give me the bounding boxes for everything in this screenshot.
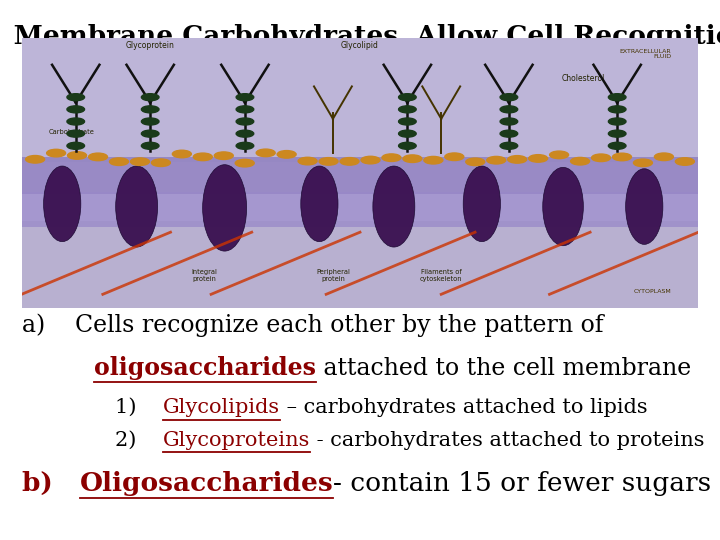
Circle shape xyxy=(277,151,296,158)
Text: - carbohydrates attached to proteins: - carbohydrates attached to proteins xyxy=(310,430,705,449)
Bar xyxy=(22,221,698,308)
Circle shape xyxy=(67,118,84,125)
Text: attached to the cell membrane: attached to the cell membrane xyxy=(315,357,691,380)
Ellipse shape xyxy=(543,167,583,246)
Circle shape xyxy=(67,130,84,137)
Circle shape xyxy=(340,158,359,165)
Circle shape xyxy=(500,142,518,149)
Circle shape xyxy=(141,94,159,100)
Bar xyxy=(22,192,698,227)
Text: a): a) xyxy=(22,314,75,337)
Circle shape xyxy=(141,142,159,149)
Circle shape xyxy=(26,156,45,163)
Text: Cells recognize each other by the pattern of: Cells recognize each other by the patter… xyxy=(75,314,603,337)
Circle shape xyxy=(399,142,416,149)
Ellipse shape xyxy=(373,166,415,247)
Circle shape xyxy=(141,130,159,137)
Circle shape xyxy=(403,155,422,163)
Circle shape xyxy=(236,118,253,125)
Text: Cholesterol: Cholesterol xyxy=(562,74,605,83)
Text: 6.  Membrane Carbohydrates  Allow Cell Recognition: 6. Membrane Carbohydrates Allow Cell Rec… xyxy=(0,24,720,49)
Circle shape xyxy=(549,151,569,159)
Circle shape xyxy=(236,106,253,113)
Circle shape xyxy=(613,153,631,161)
Text: Oligosaccharides: Oligosaccharides xyxy=(80,471,333,496)
Text: – carbohydrates attached to lipids: – carbohydrates attached to lipids xyxy=(280,398,648,417)
Circle shape xyxy=(654,153,673,160)
Circle shape xyxy=(68,152,86,159)
Circle shape xyxy=(399,106,416,113)
Circle shape xyxy=(361,156,380,164)
Text: Integral
protein: Integral protein xyxy=(192,269,217,282)
Text: Peripheral
protein: Peripheral protein xyxy=(316,269,350,282)
Ellipse shape xyxy=(44,166,81,242)
Circle shape xyxy=(172,150,192,158)
Text: oligosaccharides: oligosaccharides xyxy=(94,356,315,380)
Circle shape xyxy=(500,130,518,137)
Circle shape xyxy=(500,118,518,125)
Circle shape xyxy=(89,153,107,161)
Circle shape xyxy=(109,158,128,165)
Text: 2): 2) xyxy=(115,430,163,449)
Text: Carbohydrate: Carbohydrate xyxy=(49,129,94,136)
Circle shape xyxy=(466,158,485,166)
Circle shape xyxy=(141,118,159,125)
Circle shape xyxy=(399,130,416,137)
Ellipse shape xyxy=(116,166,158,247)
Circle shape xyxy=(592,154,611,161)
Text: 1): 1) xyxy=(115,398,163,417)
Circle shape xyxy=(500,106,518,113)
Text: b): b) xyxy=(22,471,80,496)
Circle shape xyxy=(141,106,159,113)
Circle shape xyxy=(236,142,253,149)
Text: Glycoproteins: Glycoproteins xyxy=(163,430,310,449)
Circle shape xyxy=(445,153,464,160)
Text: - contain 15 or fewer sugars: - contain 15 or fewer sugars xyxy=(333,471,711,496)
Circle shape xyxy=(215,152,233,159)
Circle shape xyxy=(508,156,526,163)
Circle shape xyxy=(256,149,275,157)
Circle shape xyxy=(634,159,652,167)
Text: CYTOPLASM: CYTOPLASM xyxy=(634,289,671,294)
Ellipse shape xyxy=(626,168,663,244)
Circle shape xyxy=(424,157,443,164)
Text: Glycolipids: Glycolipids xyxy=(163,398,280,417)
Bar xyxy=(22,157,698,194)
Circle shape xyxy=(500,94,518,100)
Circle shape xyxy=(236,94,253,100)
Circle shape xyxy=(194,153,212,160)
Circle shape xyxy=(528,154,548,162)
Ellipse shape xyxy=(301,166,338,242)
Circle shape xyxy=(608,94,626,100)
Circle shape xyxy=(399,118,416,125)
Circle shape xyxy=(151,159,171,166)
Circle shape xyxy=(67,106,84,113)
Circle shape xyxy=(130,158,150,165)
Circle shape xyxy=(382,154,401,161)
Circle shape xyxy=(399,94,416,100)
Circle shape xyxy=(608,106,626,113)
Circle shape xyxy=(570,158,590,165)
Ellipse shape xyxy=(463,166,500,242)
Circle shape xyxy=(608,130,626,137)
Text: Filaments of
cytoskeleton: Filaments of cytoskeleton xyxy=(420,269,462,282)
Circle shape xyxy=(298,157,317,165)
Circle shape xyxy=(608,118,626,125)
Circle shape xyxy=(236,130,253,137)
Text: Glycolipid: Glycolipid xyxy=(341,42,379,50)
Ellipse shape xyxy=(202,165,247,251)
Bar xyxy=(22,38,698,162)
Circle shape xyxy=(675,158,694,165)
Circle shape xyxy=(47,149,66,157)
Circle shape xyxy=(319,158,338,165)
Circle shape xyxy=(487,157,505,164)
Circle shape xyxy=(608,142,626,149)
Circle shape xyxy=(67,142,84,149)
Circle shape xyxy=(67,94,84,100)
Text: EXTRACELLULAR
FLUID: EXTRACELLULAR FLUID xyxy=(620,49,671,59)
Text: Glycoprotein: Glycoprotein xyxy=(126,42,175,50)
Circle shape xyxy=(235,159,254,167)
